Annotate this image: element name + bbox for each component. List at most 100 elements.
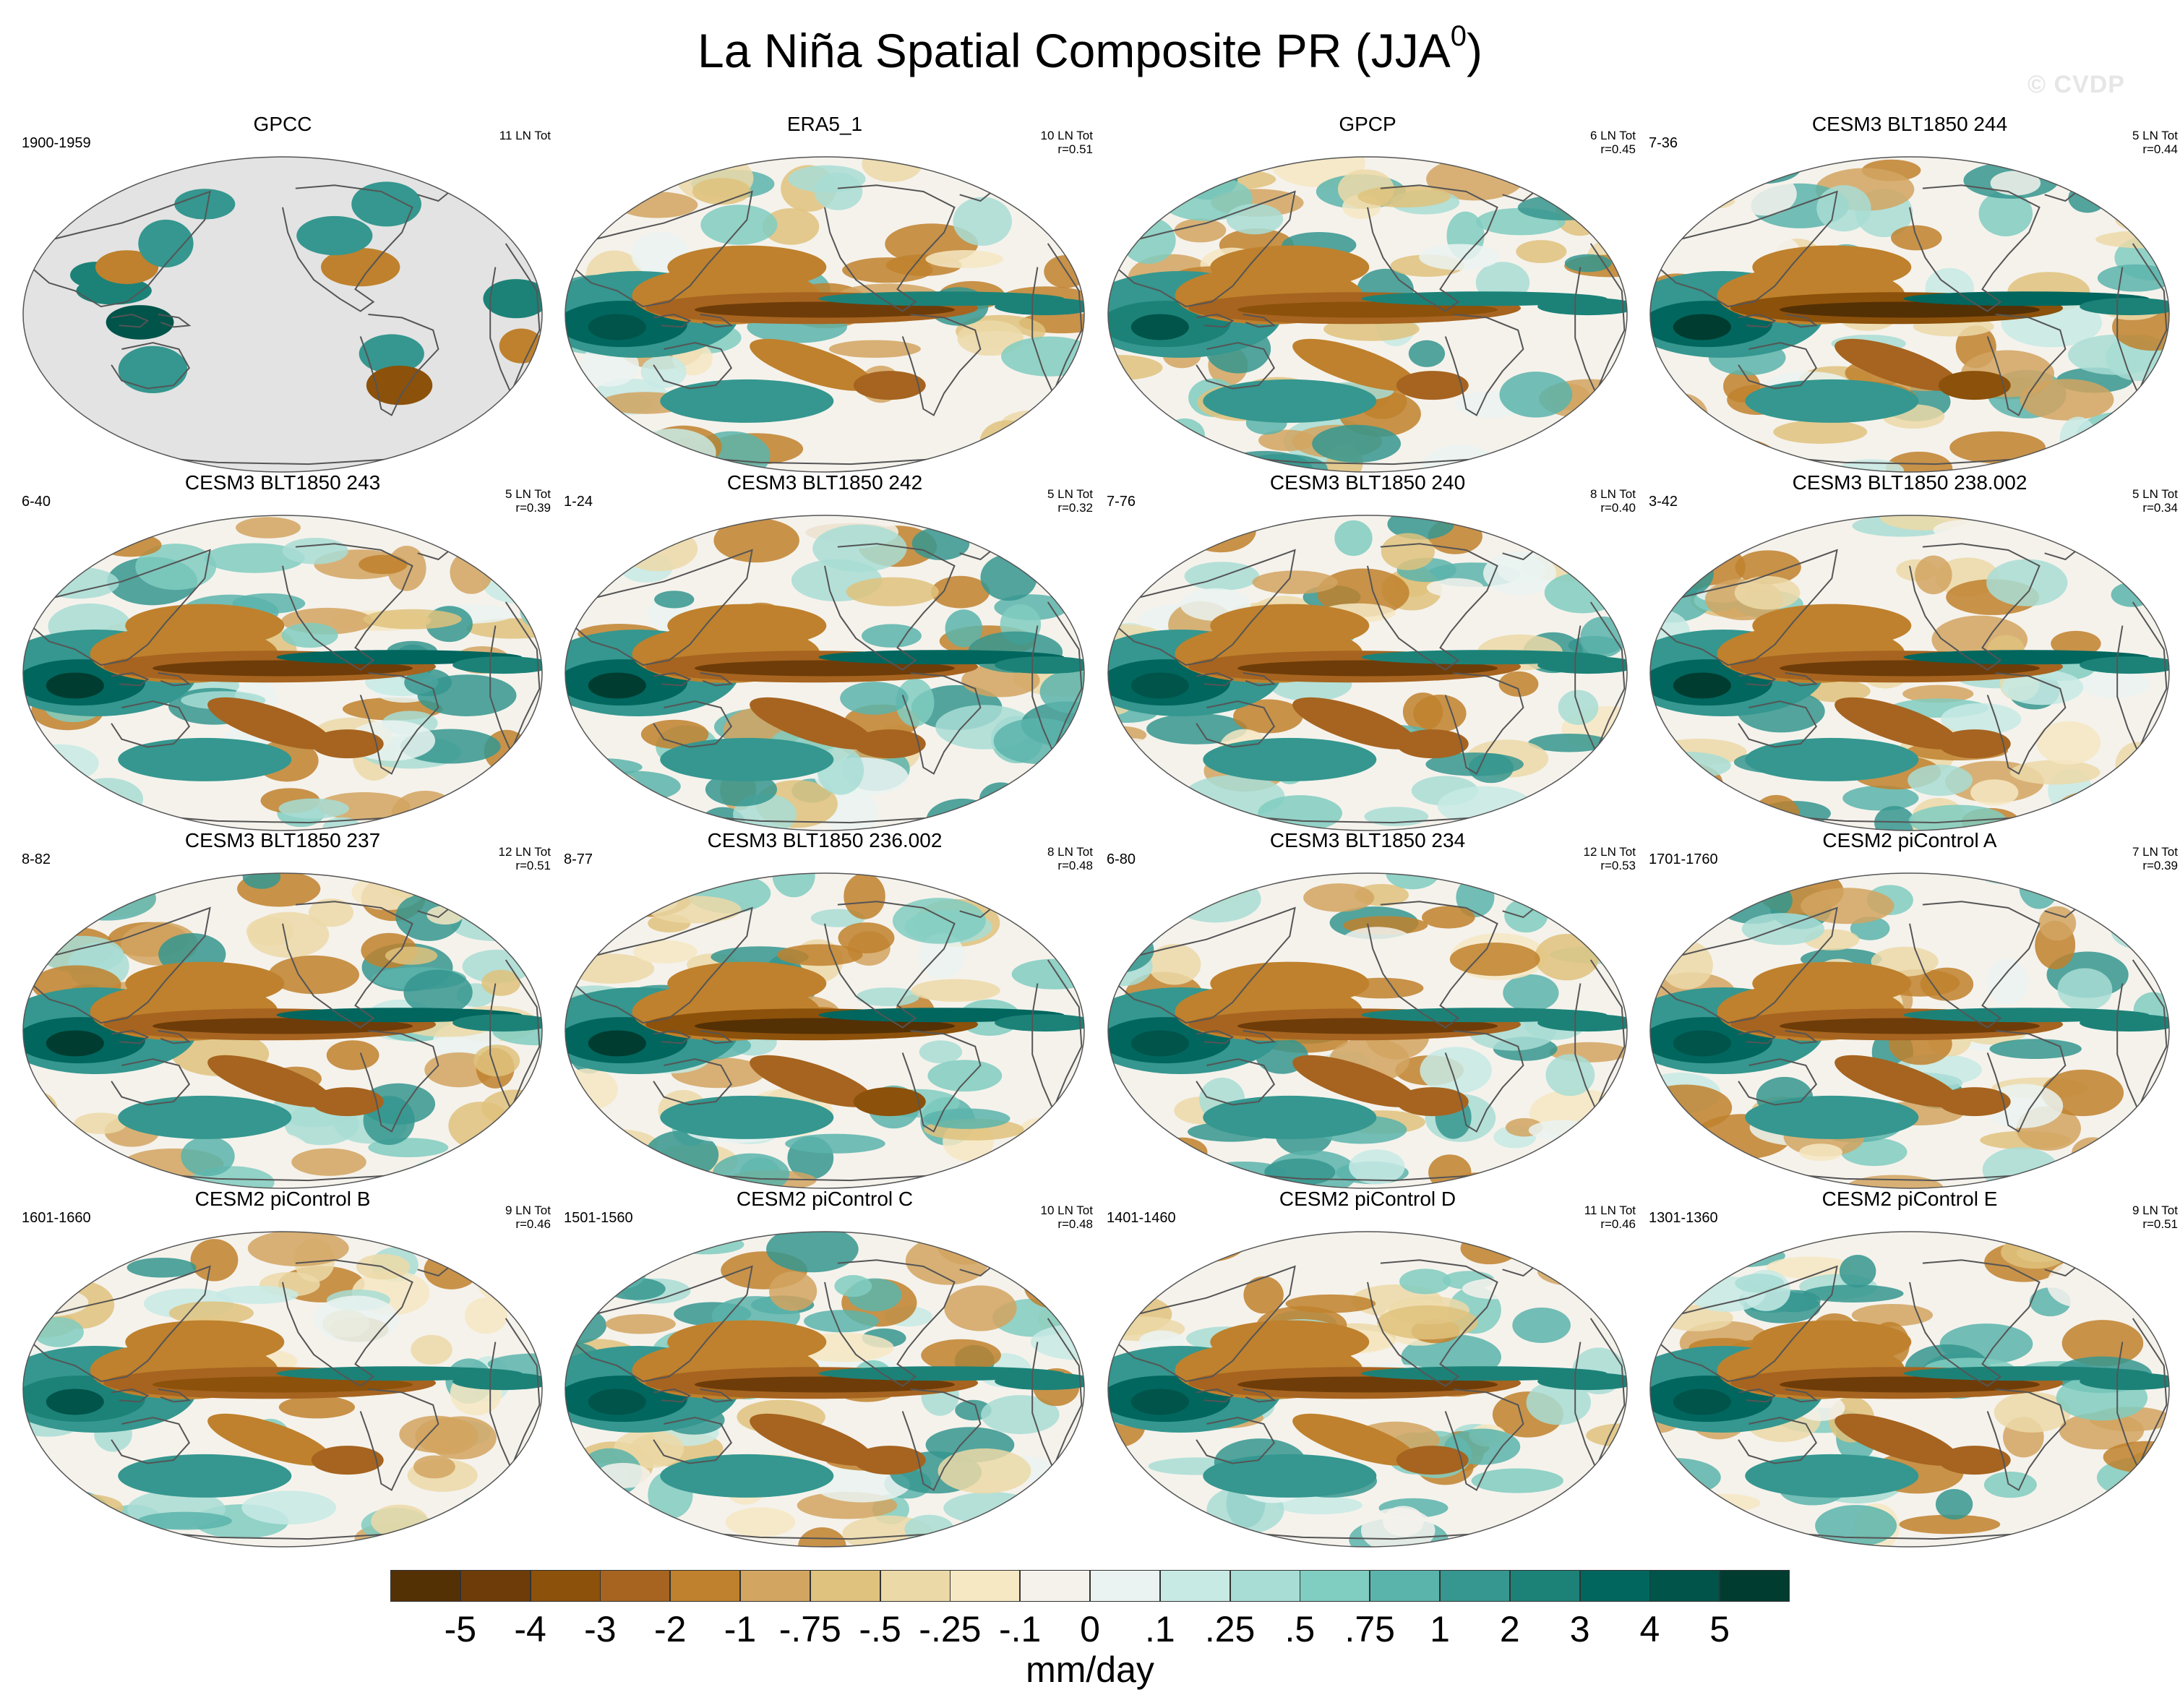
pattern-correlation: r=0.45 bbox=[1600, 142, 1636, 156]
panel-title: CESM3 BLT1850 242 bbox=[726, 471, 923, 494]
colorbar-swatch bbox=[740, 1570, 810, 1602]
event-count: 9 LN Tot bbox=[505, 1203, 551, 1217]
map-panel: CESM3 BLT1850 236.002 8-77 8 LN Tot r=0.48 bbox=[552, 829, 1097, 1189]
pattern-correlation: r=0.51 bbox=[1057, 142, 1093, 156]
panel-title: CESM3 BLT1850 236.002 bbox=[707, 829, 943, 851]
precip-anomaly-field bbox=[1650, 515, 2169, 831]
colorbar-swatch bbox=[1720, 1570, 1790, 1602]
panel-years: 6-40 bbox=[22, 494, 51, 510]
pattern-correlation: r=0.48 bbox=[1057, 859, 1093, 872]
panel-years: 3-42 bbox=[1649, 494, 1678, 510]
colorbar-tick-label: -4 bbox=[514, 1609, 546, 1649]
map-panel: CESM2 piControl A 1701-1760 7 LN Tot r=0.39 bbox=[1637, 829, 2180, 1189]
colorbar-swatch bbox=[1440, 1570, 1510, 1602]
event-count: 10 LN Tot bbox=[1040, 1203, 1093, 1217]
map-panel: CESM3 BLT1850 240 7-76 8 LN Tot r=0.40 bbox=[1095, 471, 1640, 831]
map-panel: CESM3 BLT1850 238.002 3-42 5 LN Tot r=0.34 bbox=[1637, 471, 2180, 831]
panel-years: 6-80 bbox=[1107, 851, 1136, 867]
panel-stats: 9 LN Tot r=0.46 bbox=[505, 1203, 551, 1231]
map-panel: CESM3 BLT1850 237 8-82 12 LN Tot r=0.51 bbox=[10, 829, 555, 1189]
map-outline bbox=[22, 156, 543, 473]
map-panel: GPCC 1900-1959 11 LN Tot bbox=[10, 113, 555, 473]
panel-stats: 7 LN Tot r=0.39 bbox=[2132, 845, 2178, 872]
colorbar-swatch bbox=[1300, 1570, 1370, 1602]
map-projection bbox=[565, 1231, 1085, 1548]
panel-years: 8-82 bbox=[22, 851, 51, 867]
map-panel: CESM3 BLT1850 242 1-24 5 LN Tot r=0.32 bbox=[552, 471, 1097, 831]
map-projection bbox=[1107, 872, 1628, 1189]
map-panel: CESM2 piControl D 1401-1460 11 LN Tot r=0.4… bbox=[1095, 1188, 1640, 1548]
precip-anomaly-field bbox=[1108, 873, 1627, 1188]
precip-anomaly-field bbox=[23, 873, 542, 1188]
panel-stats: 8 LN Tot r=0.48 bbox=[1047, 845, 1093, 872]
panel-stats: 6 LN Tot r=0.45 bbox=[1590, 129, 1636, 156]
map-outline bbox=[22, 1231, 543, 1548]
colorbar-tick-label: .75 bbox=[1344, 1609, 1395, 1649]
panel-title: CESM2 piControl C bbox=[736, 1188, 914, 1210]
precip-anomaly-field bbox=[565, 157, 1084, 472]
figure-title: La Niña Spatial Composite PR (JJA0) bbox=[697, 20, 1483, 77]
panel-years: 1900-1959 bbox=[22, 135, 91, 151]
precip-anomaly-field bbox=[565, 515, 1084, 831]
map-projection bbox=[565, 872, 1085, 1189]
map-projection bbox=[22, 1231, 543, 1548]
panel-stats: 8 LN Tot r=0.40 bbox=[1590, 487, 1636, 515]
colorbar-tick-label: .5 bbox=[1284, 1609, 1316, 1649]
panel-years: 8-77 bbox=[564, 851, 593, 867]
colorbar-swatch bbox=[1230, 1570, 1300, 1602]
event-count: 5 LN Tot bbox=[505, 487, 551, 501]
event-count: 5 LN Tot bbox=[2132, 129, 2178, 142]
event-count: 12 LN Tot bbox=[1583, 845, 1636, 859]
colorbar-tick-label: -2 bbox=[653, 1609, 687, 1649]
panel-stats: 9 LN Tot r=0.51 bbox=[2132, 1203, 2178, 1231]
colorbar-swatch bbox=[1649, 1570, 1720, 1602]
map-panel: CESM3 BLT1850 244 7-36 5 LN Tot r=0.44 bbox=[1637, 113, 2180, 473]
panel-stats: 5 LN Tot r=0.32 bbox=[1047, 487, 1093, 515]
watermark: © CVDP bbox=[2027, 71, 2125, 98]
colorbar-swatch bbox=[1090, 1570, 1160, 1602]
panel-title: CESM3 BLT1850 243 bbox=[184, 471, 381, 494]
pattern-correlation: r=0.34 bbox=[2142, 501, 2178, 515]
pattern-correlation: r=0.48 bbox=[1057, 1217, 1093, 1231]
precip-anomaly-field bbox=[1650, 873, 2169, 1188]
event-count: 11 LN Tot bbox=[1584, 1203, 1636, 1217]
panel-years: 1501-1560 bbox=[564, 1210, 633, 1226]
map-outline bbox=[1649, 1231, 2170, 1548]
map-outline bbox=[1107, 872, 1628, 1189]
map-outline bbox=[1107, 1231, 1628, 1548]
panel-title: ERA5_1 bbox=[786, 113, 863, 135]
map-panel: CESM2 piControl C 1501-1560 10 LN Tot r=0.4… bbox=[552, 1188, 1097, 1548]
event-count: 5 LN Tot bbox=[1047, 487, 1093, 501]
map-panel: CESM2 piControl E 1301-1360 9 LN Tot r=0.51 bbox=[1637, 1188, 2180, 1548]
colorbar-tick-label: 2 bbox=[1499, 1609, 1520, 1649]
precip-anomaly-field bbox=[23, 515, 542, 831]
colorbar-swatch bbox=[1370, 1570, 1441, 1602]
colorbar-tick-label: -5 bbox=[444, 1609, 477, 1649]
panel-title: CESM2 piControl D bbox=[1279, 1188, 1456, 1210]
colorbar-tick-label: 5 bbox=[1709, 1609, 1730, 1649]
map-projection bbox=[1649, 156, 2170, 473]
map-outline bbox=[22, 872, 543, 1189]
precip-anomaly-field bbox=[23, 1232, 542, 1547]
pattern-correlation: r=0.46 bbox=[515, 1217, 551, 1231]
coastlines bbox=[1657, 888, 2168, 1182]
panel-title: CESM2 piControl A bbox=[1822, 829, 1997, 851]
map-projection bbox=[22, 515, 543, 831]
panel-title: CESM3 BLT1850 244 bbox=[1811, 113, 2008, 135]
colorbar-swatch bbox=[390, 1570, 460, 1602]
map-projection bbox=[22, 156, 543, 473]
colorbar-tick-label: -.1 bbox=[999, 1609, 1042, 1649]
panel-years: 1-24 bbox=[564, 494, 593, 510]
pattern-correlation: r=0.32 bbox=[1057, 501, 1093, 515]
colorbar-swatch bbox=[1509, 1570, 1580, 1602]
panel-stats: 11 LN Tot r=0.46 bbox=[1584, 1203, 1636, 1231]
map-outline bbox=[22, 515, 543, 831]
panel-stats: 11 LN Tot bbox=[499, 129, 551, 142]
event-count: 7 LN Tot bbox=[2132, 845, 2178, 859]
precip-anomaly-field bbox=[1108, 157, 1627, 472]
colorbar-tick-label: -3 bbox=[584, 1609, 617, 1649]
pattern-correlation: r=0.39 bbox=[515, 501, 551, 515]
map-projection bbox=[565, 515, 1085, 831]
pattern-correlation: r=0.53 bbox=[1600, 859, 1636, 872]
